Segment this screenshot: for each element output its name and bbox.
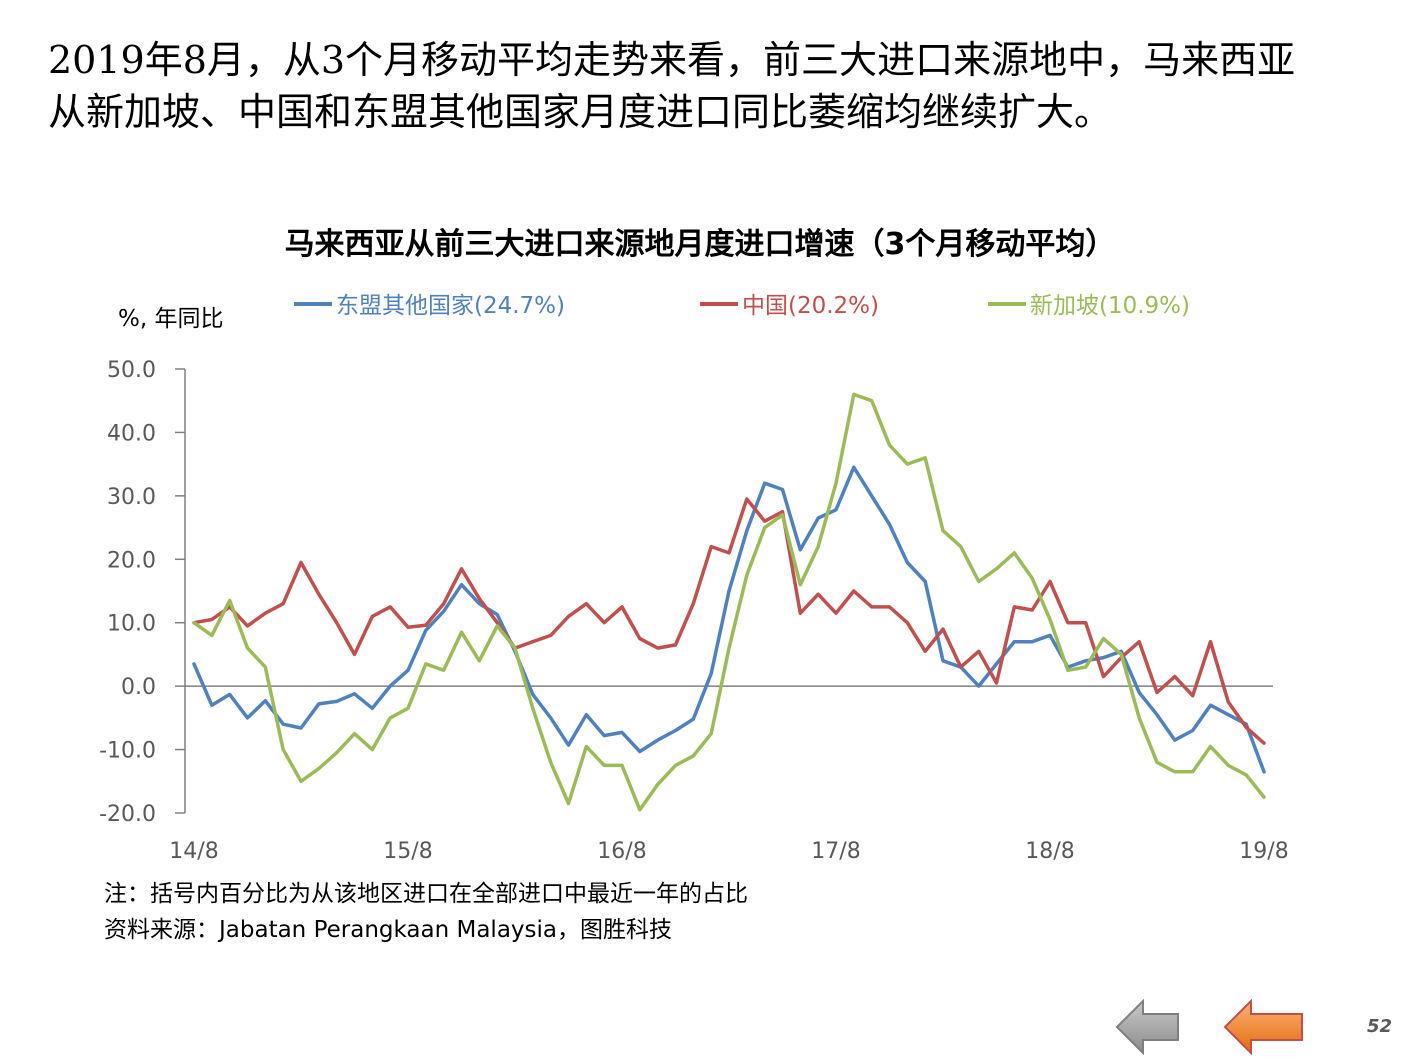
y-tick-label: 0.0 [121,675,156,700]
x-tick-label: 14/8 [169,839,218,864]
headline-line-1: 2019年8月，从3个月移动平均走势来看，前三大进口来源地中，马来西亚 [48,38,1296,82]
legend: 东盟其他国家(24.7%) 中国(20.2%) 新加坡(10.9%) [294,293,1190,319]
y-tick-label: 50.0 [107,358,156,383]
y-tick-label: 10.0 [107,612,156,637]
series-line-2 [192,392,1266,812]
chart-notes: 注：括号内百分比为从该地区进口在全部进口中最近一年的占比 资料来源：Jabata… [104,876,748,948]
y-tick-label: -10.0 [99,739,156,764]
x-tick-label: 15/8 [383,839,432,864]
y-tick-label: -20.0 [99,802,156,827]
axes [175,368,1273,814]
footnote: 注：括号内百分比为从该地区进口在全部进口中最近一年的占比 [104,881,748,907]
x-tick-label: 16/8 [597,839,646,864]
legend-label: 东盟其他国家(24.7%) [336,293,565,319]
x-tick-label: 17/8 [811,839,860,864]
x-tick-label: 18/8 [1025,839,1074,864]
headline-line-2: 从新加坡、中国和东盟其他国家月度进口同比萎缩均继续扩大。 [48,90,1113,134]
source-note: 资料来源：Jabatan Perangkaan Malaysia，图胜科技 [104,917,672,943]
tick-labels: 50.0 40.0 30.0 20.0 10.0 0.0 -10.0 -20.0 14/8 15/… [99,358,1289,864]
headline: 2019年8月，从3个月移动平均走势来看，前三大进口来源地中，马来西亚 从新加坡… [48,34,1388,138]
y-tick-label: 20.0 [107,548,156,573]
left-arrow-gray-icon[interactable] [1114,998,1182,1056]
y-tick-label: 30.0 [107,485,156,510]
x-tick-label: 19/8 [1239,839,1288,864]
chart-title: 马来西亚从前三大进口来源地月度进口增速（3个月移动平均） [285,227,1116,262]
series-lines [192,392,1266,812]
line-chart: 马来西亚从前三大进口来源地月度进口增速（3个月移动平均） %, 年同比 东盟其他… [99,227,1289,864]
y-axis-unit-label: %, 年同比 [118,306,223,332]
series-line-0 [192,465,1266,774]
left-arrow-orange-icon[interactable] [1222,998,1306,1056]
legend-label: 中国(20.2%) [742,293,879,319]
page-number: 52 [1366,1016,1392,1037]
series-line-1 [192,497,1266,745]
y-tick-label: 40.0 [107,421,156,446]
legend-label: 新加坡(10.9%) [1030,293,1190,319]
